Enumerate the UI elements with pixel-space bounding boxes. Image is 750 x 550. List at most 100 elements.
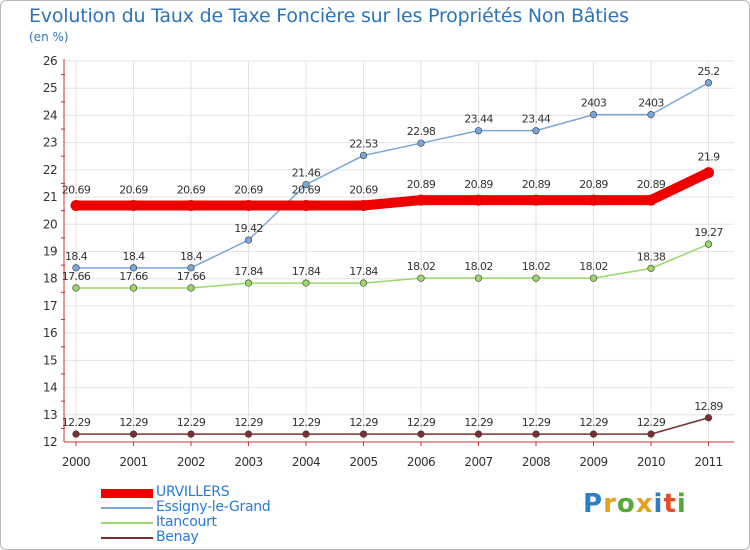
x-tick-label-2006: 2006 xyxy=(407,455,435,469)
data-point-urvillers-2008 xyxy=(530,194,542,206)
data-point-urvillers-2000 xyxy=(70,200,82,212)
legend-swatch-benay xyxy=(101,537,153,539)
data-point-itancourt-2001 xyxy=(129,284,138,292)
data-label-benay-2009: 12.29 xyxy=(579,416,608,429)
x-tick-label-2003: 2003 xyxy=(234,455,262,469)
x-tick-label-2008: 2008 xyxy=(522,455,550,469)
data-point-benay-2010 xyxy=(647,430,655,438)
legend-label-urvillers: URVILLERS xyxy=(156,484,230,500)
legend-swatch-urvillers xyxy=(101,488,153,498)
data-point-essigny-le-grand-2004 xyxy=(302,180,310,189)
legend-swatch-essigny-le-grand xyxy=(101,507,153,509)
data-point-urvillers-2001 xyxy=(128,200,139,212)
data-point-essigny-le-grand-2002 xyxy=(187,264,195,272)
data-point-benay-2008 xyxy=(532,430,540,438)
data-label-essigny-le-grand-2000: 18.4 xyxy=(65,250,88,263)
data-point-itancourt-2006 xyxy=(417,274,425,282)
y-tick-label-21: 21 xyxy=(43,190,57,204)
data-label-itancourt-2006: 18.02 xyxy=(407,260,436,273)
data-point-itancourt-2004 xyxy=(302,279,310,287)
legend-swatch-itancourt xyxy=(101,522,153,524)
legend-label-itancourt: Itancourt xyxy=(156,514,217,530)
data-label-essigny-le-grand-2006: 22.98 xyxy=(407,125,436,138)
data-point-itancourt-2003 xyxy=(244,279,253,287)
logo-letter: t xyxy=(663,489,677,519)
data-label-essigny-le-grand-2011: 25.2 xyxy=(697,65,719,78)
legend-label-benay: Benay xyxy=(156,529,199,545)
data-label-benay-2007: 12.29 xyxy=(464,416,493,429)
data-point-urvillers-2005 xyxy=(358,200,369,212)
data-label-itancourt-2003: 17.84 xyxy=(234,265,263,278)
y-tick-label-17: 17 xyxy=(43,299,57,313)
data-label-essigny-le-grand-2001: 18.4 xyxy=(122,250,145,263)
y-tick-label-22: 22 xyxy=(43,163,57,177)
data-label-urvillers-2011: 21.9 xyxy=(697,151,720,164)
data-label-urvillers-2001: 20.69 xyxy=(119,184,148,197)
x-tick-label-2005: 2005 xyxy=(349,455,377,469)
data-point-essigny-le-grand-2011 xyxy=(704,79,713,87)
data-label-itancourt-2000: 17.66 xyxy=(62,270,91,283)
logo-letter: x xyxy=(635,489,654,519)
data-label-urvillers-2010: 20.89 xyxy=(637,178,666,191)
data-label-urvillers-2009: 20.89 xyxy=(579,178,608,191)
x-tick-label-2011: 2011 xyxy=(694,455,722,469)
y-tick-label-25: 25 xyxy=(43,81,57,95)
data-point-urvillers-2002 xyxy=(185,200,197,212)
data-label-benay-2005: 12.29 xyxy=(349,416,378,429)
y-tick-label-12: 12 xyxy=(43,435,57,449)
data-label-urvillers-2004: 20.69 xyxy=(292,184,321,197)
x-tick-label-2001: 2001 xyxy=(119,455,147,469)
data-label-benay-2010: 12.29 xyxy=(637,416,666,429)
data-point-itancourt-2011 xyxy=(704,240,713,248)
data-point-benay-2004 xyxy=(302,430,310,438)
axes: 12 13 14 15 16 17 18 19 20 21 22 23 24 25 26 2000 2001 20… xyxy=(43,54,734,469)
y-tick-label-16: 16 xyxy=(43,326,57,340)
data-point-benay-2005 xyxy=(359,430,368,438)
data-label-essigny-le-grand-2002: 18.4 xyxy=(180,250,203,263)
grid-lines xyxy=(64,60,734,443)
data-label-urvillers-2003: 20.69 xyxy=(234,184,263,197)
data-label-benay-2000: 12.29 xyxy=(62,416,91,429)
data-label-itancourt-2007: 18.02 xyxy=(464,260,493,273)
data-point-urvillers-2010 xyxy=(645,194,657,206)
data-label-essigny-le-grand-2009: 2403 xyxy=(581,97,607,110)
y-tick-label-23: 23 xyxy=(43,136,57,150)
data-label-benay-2003: 12.29 xyxy=(234,416,263,429)
logo-letter: i xyxy=(653,489,664,519)
data-label-essigny-le-grand-2008: 23.44 xyxy=(522,113,551,126)
logo-letter: r xyxy=(603,489,617,519)
data-point-itancourt-2007 xyxy=(474,274,483,282)
data-point-essigny-le-grand-2001 xyxy=(129,264,138,272)
data-point-itancourt-2010 xyxy=(647,264,655,272)
proxiti-logo: Proxiti xyxy=(583,489,687,519)
data-point-itancourt-2002 xyxy=(187,284,195,292)
data-label-itancourt-2011: 19.27 xyxy=(694,226,723,239)
data-label-itancourt-2004: 17.84 xyxy=(292,265,321,278)
data-point-benay-2006 xyxy=(417,430,425,438)
data-point-essigny-le-grand-2008 xyxy=(532,127,540,135)
data-point-benay-2002 xyxy=(187,430,195,438)
data-point-essigny-le-grand-2006 xyxy=(417,139,425,147)
data-label-essigny-le-grand-2005: 22.53 xyxy=(349,137,378,150)
data-point-urvillers-2011 xyxy=(703,167,714,179)
x-tick-label-2002: 2002 xyxy=(177,455,205,469)
data-point-urvillers-2006 xyxy=(415,194,427,206)
data-point-urvillers-2003 xyxy=(243,200,254,212)
x-tick-label-2000: 2000 xyxy=(62,455,90,469)
data-labels: 12.29 12.29 12.29 12.29 12.29 12.29 12.29 12.29… xyxy=(62,65,724,429)
data-point-itancourt-2000 xyxy=(72,284,80,292)
data-label-essigny-le-grand-2007: 23.44 xyxy=(464,113,493,126)
data-point-essigny-le-grand-2007 xyxy=(474,127,483,135)
data-point-itancourt-2008 xyxy=(532,274,540,282)
data-label-urvillers-2007: 20.89 xyxy=(464,178,493,191)
data-point-urvillers-2004 xyxy=(300,200,312,212)
data-label-urvillers-2008: 20.89 xyxy=(522,178,551,191)
data-point-essigny-le-grand-2000 xyxy=(72,264,80,272)
data-label-urvillers-2005: 20.69 xyxy=(349,184,378,197)
data-point-urvillers-2007 xyxy=(473,194,484,206)
x-tick-label-2010: 2010 xyxy=(637,455,665,469)
data-point-essigny-le-grand-2005 xyxy=(359,151,368,160)
data-label-benay-2008: 12.29 xyxy=(522,416,551,429)
